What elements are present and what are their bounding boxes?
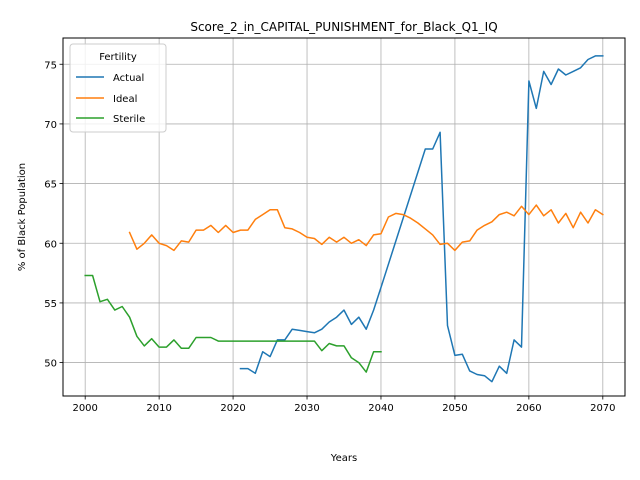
x-tick-label: 2020 xyxy=(220,403,245,414)
series-line-sterile xyxy=(84,274,382,373)
x-tick-label: 2010 xyxy=(146,403,171,414)
y-tick-label: 55 xyxy=(44,299,57,310)
series-lines xyxy=(84,55,604,383)
series-line-actual xyxy=(239,55,604,383)
legend-label-actual: Actual xyxy=(113,73,144,84)
grid xyxy=(63,38,625,396)
y-tick-label: 70 xyxy=(44,120,57,131)
x-tick-label: 2030 xyxy=(294,403,319,414)
legend-label-ideal: Ideal xyxy=(113,94,137,105)
y-tick-label: 60 xyxy=(44,239,57,250)
axis-ticks: 2000 2010 2020 2030 2040 2050 2060 2070 50 55 60 65… xyxy=(44,60,615,414)
x-tick-label: 2000 xyxy=(72,403,97,414)
legend-label-sterile: Sterile xyxy=(113,114,145,125)
x-axis-label: Years xyxy=(330,453,357,464)
series-line-ideal xyxy=(128,204,604,252)
plot-frame xyxy=(62,37,626,397)
legend-box xyxy=(69,43,167,133)
x-tick-label: 2070 xyxy=(590,403,615,414)
legend-title: Fertility xyxy=(99,52,137,63)
y-tick-label: 75 xyxy=(44,60,57,71)
x-tick-label: 2040 xyxy=(368,403,393,414)
legend: Fertility Actual Ideal Sterile xyxy=(69,43,167,133)
chart-title: Score_2_in_CAPITAL_PUNISHMENT_for_Black_… xyxy=(190,20,497,34)
y-axis-label: % of Black Population xyxy=(17,163,28,271)
y-tick-label: 50 xyxy=(44,359,57,370)
x-tick-label: 2050 xyxy=(442,403,467,414)
x-tick-label: 2060 xyxy=(516,403,541,414)
y-tick-label: 65 xyxy=(44,180,57,191)
